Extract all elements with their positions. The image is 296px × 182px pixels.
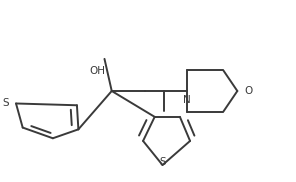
Text: O: O xyxy=(244,86,252,96)
Text: S: S xyxy=(159,157,166,167)
Text: S: S xyxy=(3,98,9,108)
Text: N: N xyxy=(183,95,191,105)
Text: OH: OH xyxy=(89,66,105,76)
